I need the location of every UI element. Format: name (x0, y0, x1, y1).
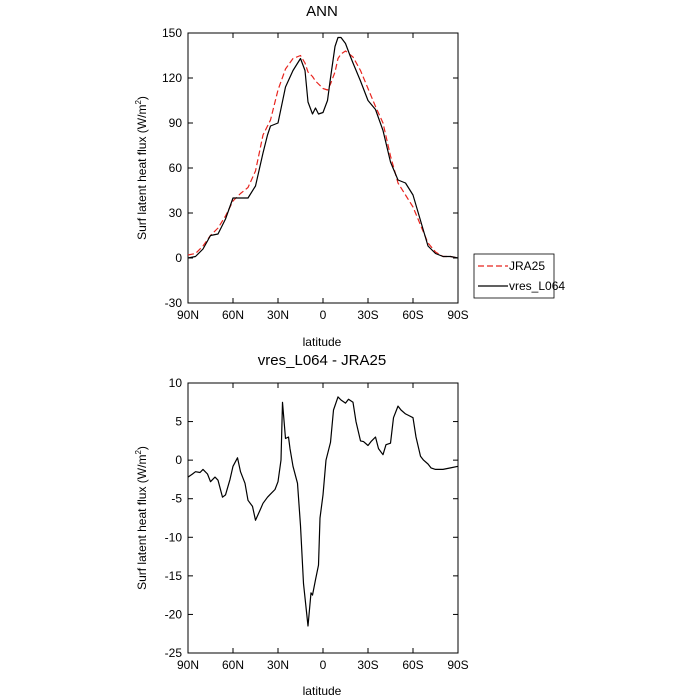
series-line-jra25 (187, 50, 459, 259)
y-tick-label: 150 (162, 26, 182, 40)
panel-annual-mean: ANN -30 0 30 60 90 120 150 90N 60N 30N 0 30S 60S 90S… (134, 3, 565, 349)
legend: JRA25 vres_L064 (473, 253, 565, 299)
legend-label-jra25: JRA25 (509, 259, 545, 273)
y-axis-label: Surf latent heat flux (W/m2) (134, 96, 149, 240)
y-tick-label: -20 (165, 607, 183, 621)
x-tick-label: 90N (177, 658, 199, 672)
panel-difference: vres_L064 - JRA25 -25 -20 -15 -10 -5 0 5 10 90N… (134, 352, 469, 698)
y-tick-label: 5 (175, 415, 182, 429)
plot-frame (187, 32, 459, 304)
y-tick-label: 60 (169, 161, 183, 175)
y-tick-label: -30 (165, 296, 183, 310)
legend-box (473, 253, 555, 299)
x-tick-label: 60S (402, 658, 423, 672)
y-axis-label: Surf latent heat flux (W/m2) (134, 446, 149, 590)
x-tick-label: 30S (357, 308, 378, 322)
y-tick-label: 90 (169, 116, 183, 130)
x-axis-label: latitude (303, 335, 342, 349)
y-tick-label: 0 (175, 251, 182, 265)
x-tick-label: 0 (320, 658, 327, 672)
series-line-difference (187, 396, 459, 627)
x-tick-label: 90S (447, 308, 468, 322)
series-line-vres-l064 (187, 36, 459, 259)
x-tick-label: 90S (447, 658, 468, 672)
y-tick-label: -10 (165, 530, 183, 544)
x-tick-label: 60N (222, 308, 244, 322)
x-tick-label: 60S (402, 308, 423, 322)
y-tick-label: -15 (165, 569, 183, 583)
y-axis: -25 -20 -15 -10 -5 0 5 10 (165, 376, 458, 660)
x-axis: 90N 60N 30N 0 30S 60S 90S (177, 33, 469, 322)
y-tick-label: 10 (169, 376, 183, 390)
y-tick-label: 30 (169, 206, 183, 220)
y-tick-label: 120 (162, 71, 182, 85)
x-axis-label: latitude (303, 684, 342, 698)
y-tick-label: -25 (165, 646, 183, 660)
y-tick-label: 0 (175, 453, 182, 467)
x-tick-label: 30S (357, 658, 378, 672)
x-axis: 90N 60N 30N 0 30S 60S 90S (177, 383, 469, 672)
chart-title: ANN (306, 3, 338, 20)
series-lines (187, 36, 459, 259)
legend-label-vres-l064: vres_L064 (509, 279, 565, 293)
x-tick-label: 30N (267, 658, 289, 672)
series-lines (187, 396, 459, 627)
x-tick-label: 0 (320, 308, 327, 322)
x-tick-label: 30N (267, 308, 289, 322)
y-axis: -30 0 30 60 90 120 150 (162, 26, 458, 310)
plot-frame (187, 382, 459, 654)
chart-title: vres_L064 - JRA25 (258, 352, 386, 369)
x-tick-label: 60N (222, 658, 244, 672)
x-tick-label: 90N (177, 308, 199, 322)
y-tick-label: -5 (171, 492, 182, 506)
